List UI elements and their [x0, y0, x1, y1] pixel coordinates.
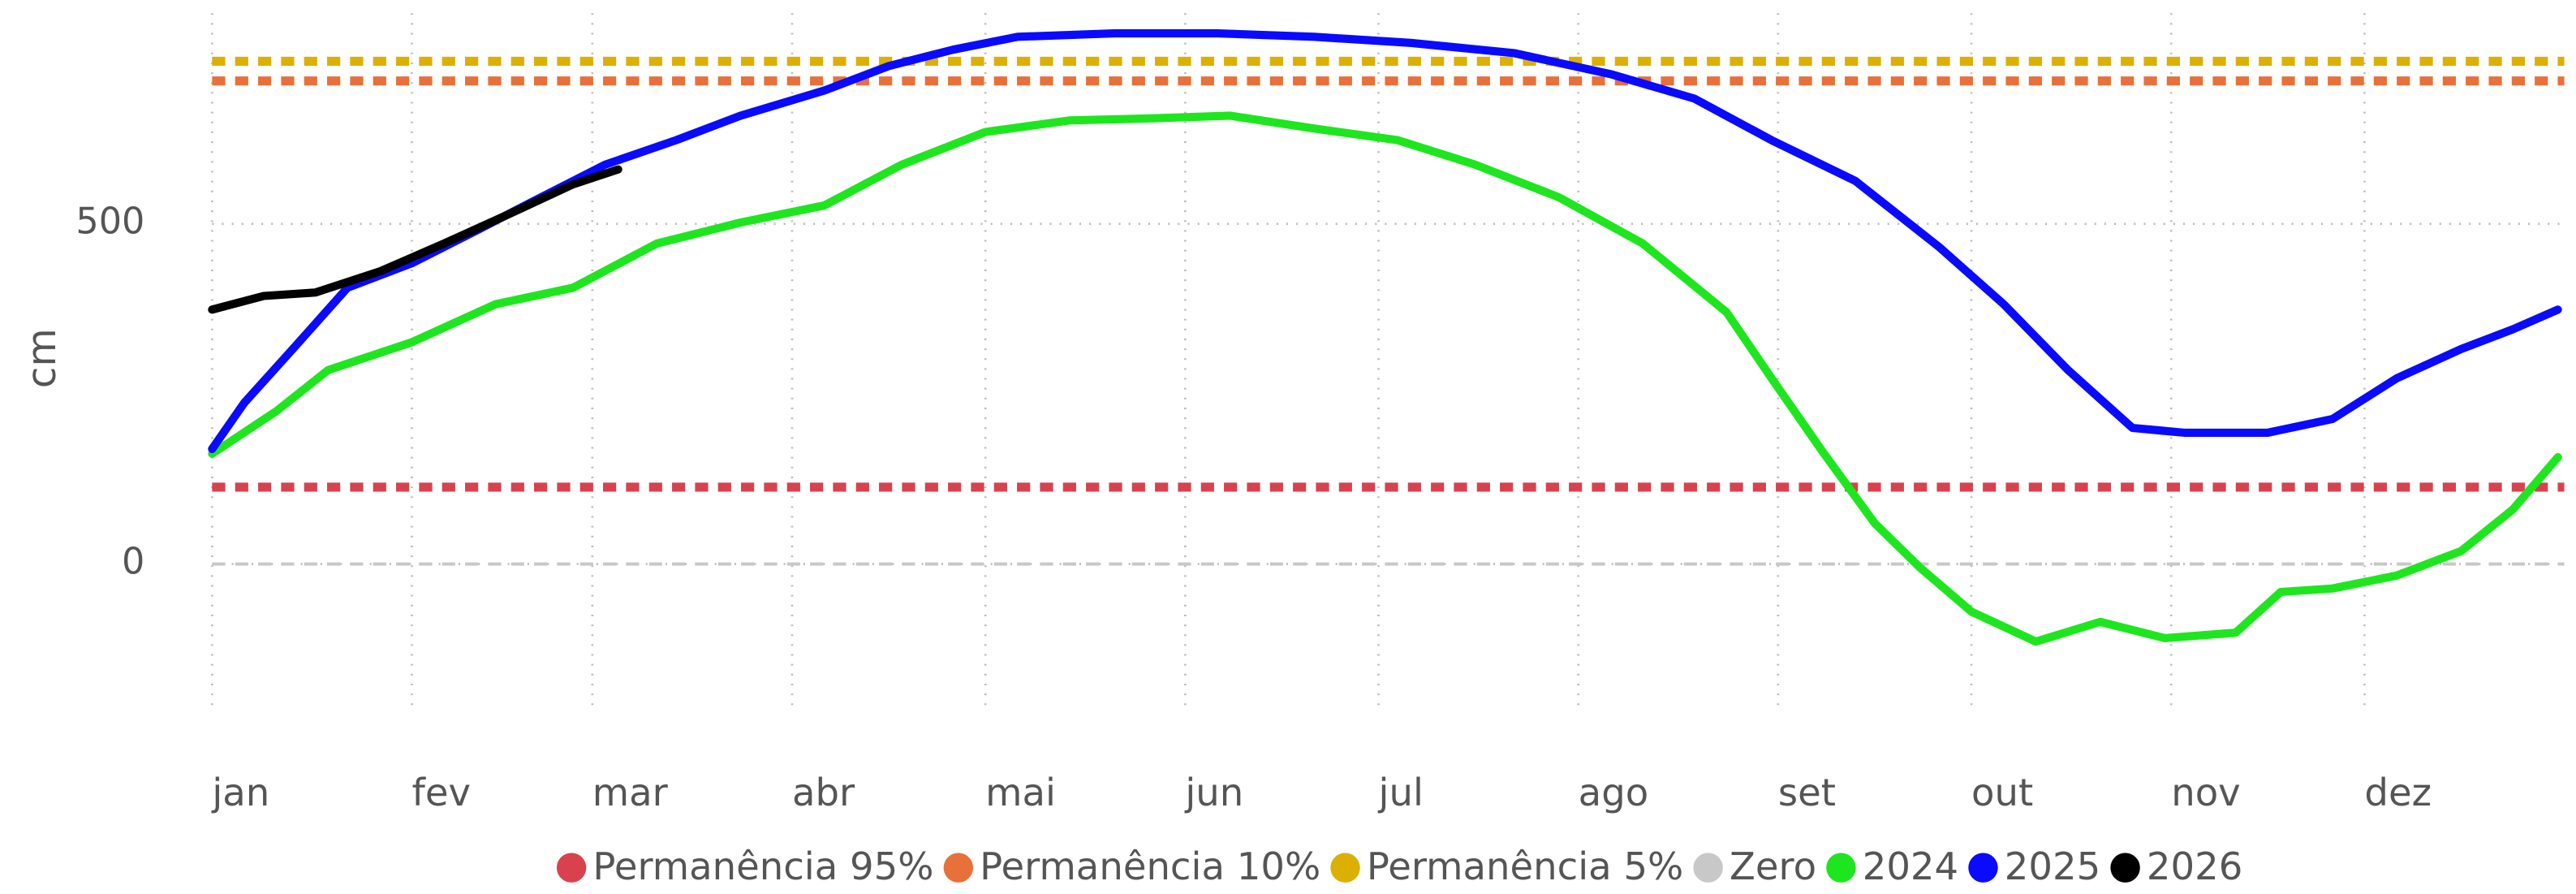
- series-line: [208, 111, 2562, 646]
- legend-marker: [556, 853, 587, 883]
- x-tick-label: dez: [2364, 771, 2432, 814]
- legend-label: 2024: [1863, 844, 1958, 888]
- legend-label: Permanência 10%: [980, 844, 1320, 888]
- x-tick-label: jun: [1184, 771, 1243, 814]
- legend-marker: [1693, 853, 1723, 883]
- y-tick-label: 0: [122, 542, 144, 583]
- x-tick-label: jul: [1378, 771, 1424, 814]
- legend-label: Permanência 95%: [592, 844, 933, 888]
- series-line: [208, 29, 2562, 453]
- legend-label: 2026: [2147, 844, 2242, 888]
- x-tick-label: fev: [411, 771, 471, 814]
- legend-marker: [943, 853, 974, 883]
- y-axis-label: cm: [19, 328, 65, 388]
- legend-label: 2025: [2005, 844, 2100, 888]
- legend-label: Permanência 5%: [1367, 844, 1683, 888]
- legend-marker: [1330, 853, 1360, 883]
- legend-marker: [1826, 853, 1856, 883]
- x-tick-label: ago: [1579, 771, 1649, 814]
- series-line: [208, 165, 622, 314]
- y-tick-label: 500: [75, 201, 144, 243]
- x-tick-label: abr: [792, 771, 855, 814]
- x-tick-label: jan: [211, 771, 269, 814]
- x-tick-label: mai: [985, 771, 1056, 814]
- legend-label: Zero: [1730, 844, 1816, 888]
- legend-marker: [1968, 853, 1998, 883]
- x-tick-label: out: [1971, 771, 2033, 814]
- x-tick-label: nov: [2171, 771, 2241, 814]
- x-tick-label: set: [1778, 771, 1836, 814]
- x-tick-label: mar: [592, 771, 669, 814]
- legend-marker: [2110, 853, 2140, 883]
